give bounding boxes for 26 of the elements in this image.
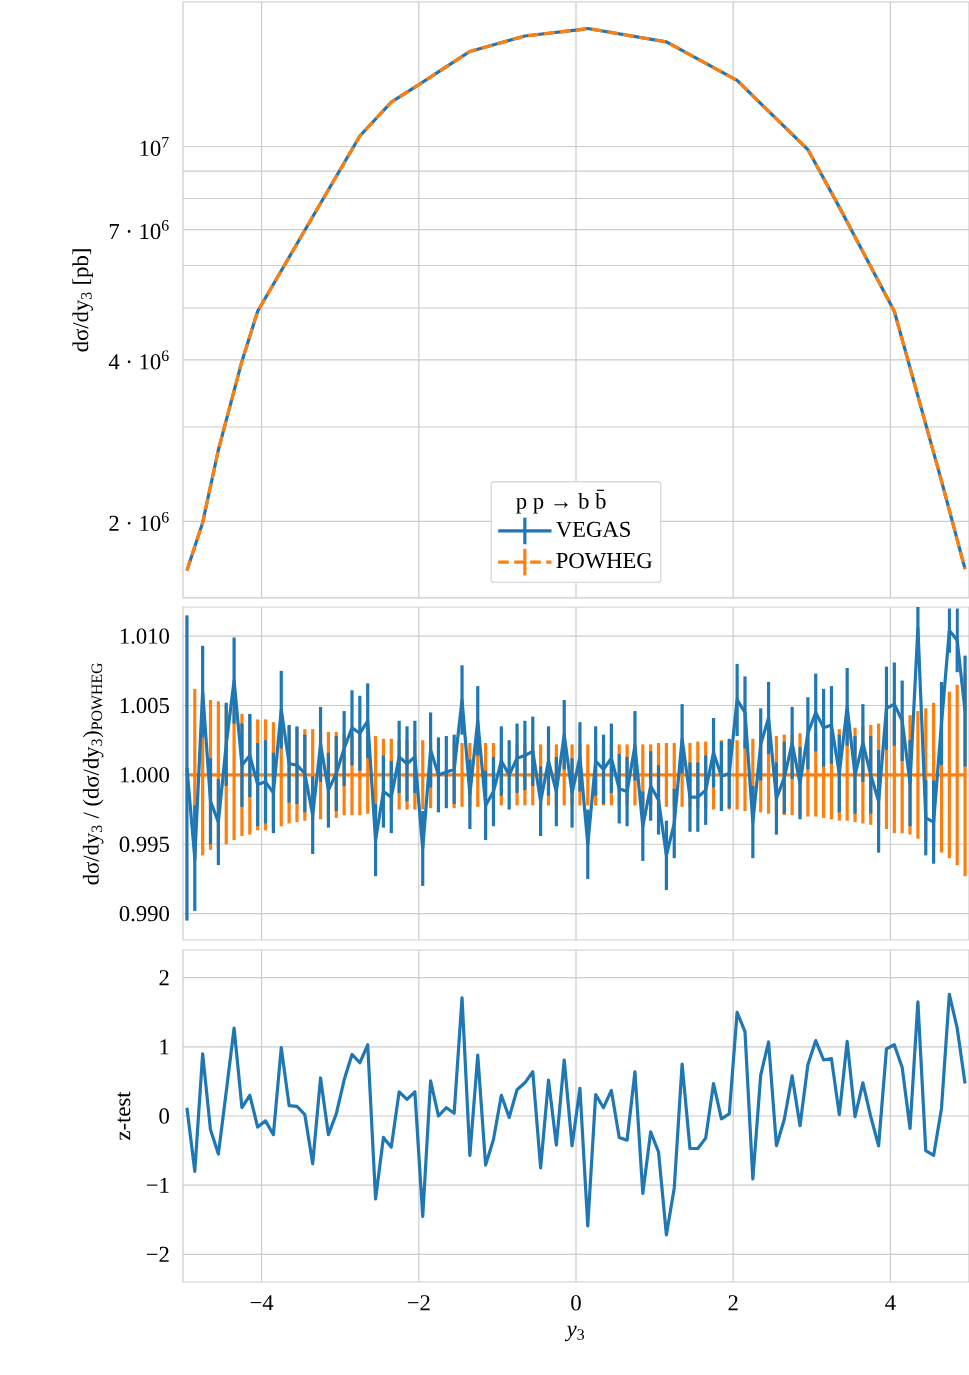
y-tick-label: 2 · 10$^{6}$ xyxy=(109,511,169,531)
y-axis-title: dσ/dy$_{3}$ / (dσ/dy$_{3}$)$_{POWHEG}$ xyxy=(82,662,104,885)
y-tick-label: 0.990 xyxy=(119,905,169,922)
legend-label: POWHEG xyxy=(556,552,653,569)
y-tick-label: 1.000 xyxy=(120,767,169,783)
y-tick-label: 10$^{7}$ xyxy=(140,137,169,156)
legend-title: p p → b b̄ xyxy=(516,489,606,514)
y-tick-label: 1 xyxy=(160,1039,169,1055)
x-tick-label: −4 xyxy=(250,1295,274,1311)
y-tick-label: −2 xyxy=(146,1246,169,1262)
y-axis-title: z-test xyxy=(117,1091,131,1140)
y-tick-label: 1.010 xyxy=(120,628,169,644)
x-tick-label: 4 xyxy=(885,1295,896,1311)
y-tick-label: −1 xyxy=(146,1177,169,1193)
x-tick-label: 2 xyxy=(728,1295,738,1311)
x-axis-title: y$_{3}$ xyxy=(564,1325,585,1342)
y-tick-label: 0.995 xyxy=(119,836,169,852)
x-tick-label: 0 xyxy=(571,1295,581,1311)
y-tick-label: 1.005 xyxy=(120,697,169,714)
y-axis-title: dσ/dy$_{3}$ [pb] xyxy=(72,249,93,352)
y-tick-label: 4 · 10$^{6}$ xyxy=(108,350,169,370)
y-tick-label: 2 xyxy=(159,970,169,986)
x-tick-label: −2 xyxy=(407,1295,430,1311)
y-tick-label: 0 xyxy=(159,1108,169,1124)
legend-label: VEGAS xyxy=(556,521,630,538)
y-tick-label: 7 · 10$^{6}$ xyxy=(109,220,169,240)
